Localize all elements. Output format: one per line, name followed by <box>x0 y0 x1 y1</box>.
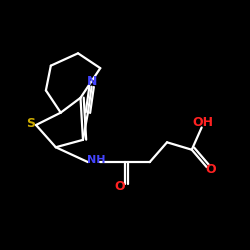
Text: S: S <box>26 117 35 130</box>
Text: NH: NH <box>87 154 106 164</box>
Text: OH: OH <box>192 116 214 129</box>
Text: O: O <box>205 163 216 176</box>
Text: N: N <box>86 75 97 88</box>
Text: O: O <box>114 180 125 193</box>
